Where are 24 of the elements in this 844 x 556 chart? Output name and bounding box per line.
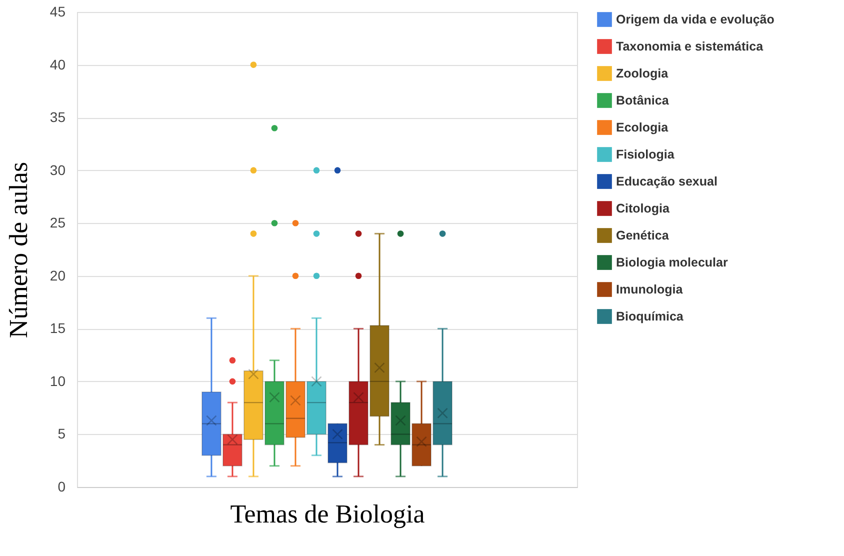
legend-label: Educação sexual <box>616 174 718 188</box>
y-tick-label: 0 <box>58 478 66 494</box>
legend-label: Bioquímica <box>616 310 684 324</box>
legend-label: Biologia molecular <box>616 256 728 270</box>
legend-label: Botânica <box>616 94 670 108</box>
y-axis-title: Número de aulas <box>4 162 33 338</box>
y-tick-label: 40 <box>50 56 66 72</box>
legend-label: Imunologia <box>616 282 684 296</box>
x-axis-title: Temas de Biologia <box>230 500 426 528</box>
legend-label: Genética <box>616 228 670 242</box>
y-tick-label: 35 <box>50 109 66 126</box>
y-tick-label: 45 <box>50 4 66 20</box>
legend-label: Fisiologia <box>616 148 676 162</box>
legend-label: Citologia <box>616 202 671 216</box>
legend-label: Ecologia <box>616 120 670 134</box>
y-tick-label: 20 <box>50 267 66 284</box>
legend-label: Taxonomia e sistemática <box>616 40 764 54</box>
y-tick-label: 10 <box>50 372 66 389</box>
y-tick-label: 25 <box>50 214 66 231</box>
y-tick-label: 15 <box>50 320 66 336</box>
legend-label: Origem da vida e evolução <box>616 12 775 26</box>
legend-label: Zoologia <box>616 66 670 80</box>
y-tick-label: 30 <box>50 162 66 178</box>
y-tick-label: 5 <box>58 426 66 442</box>
